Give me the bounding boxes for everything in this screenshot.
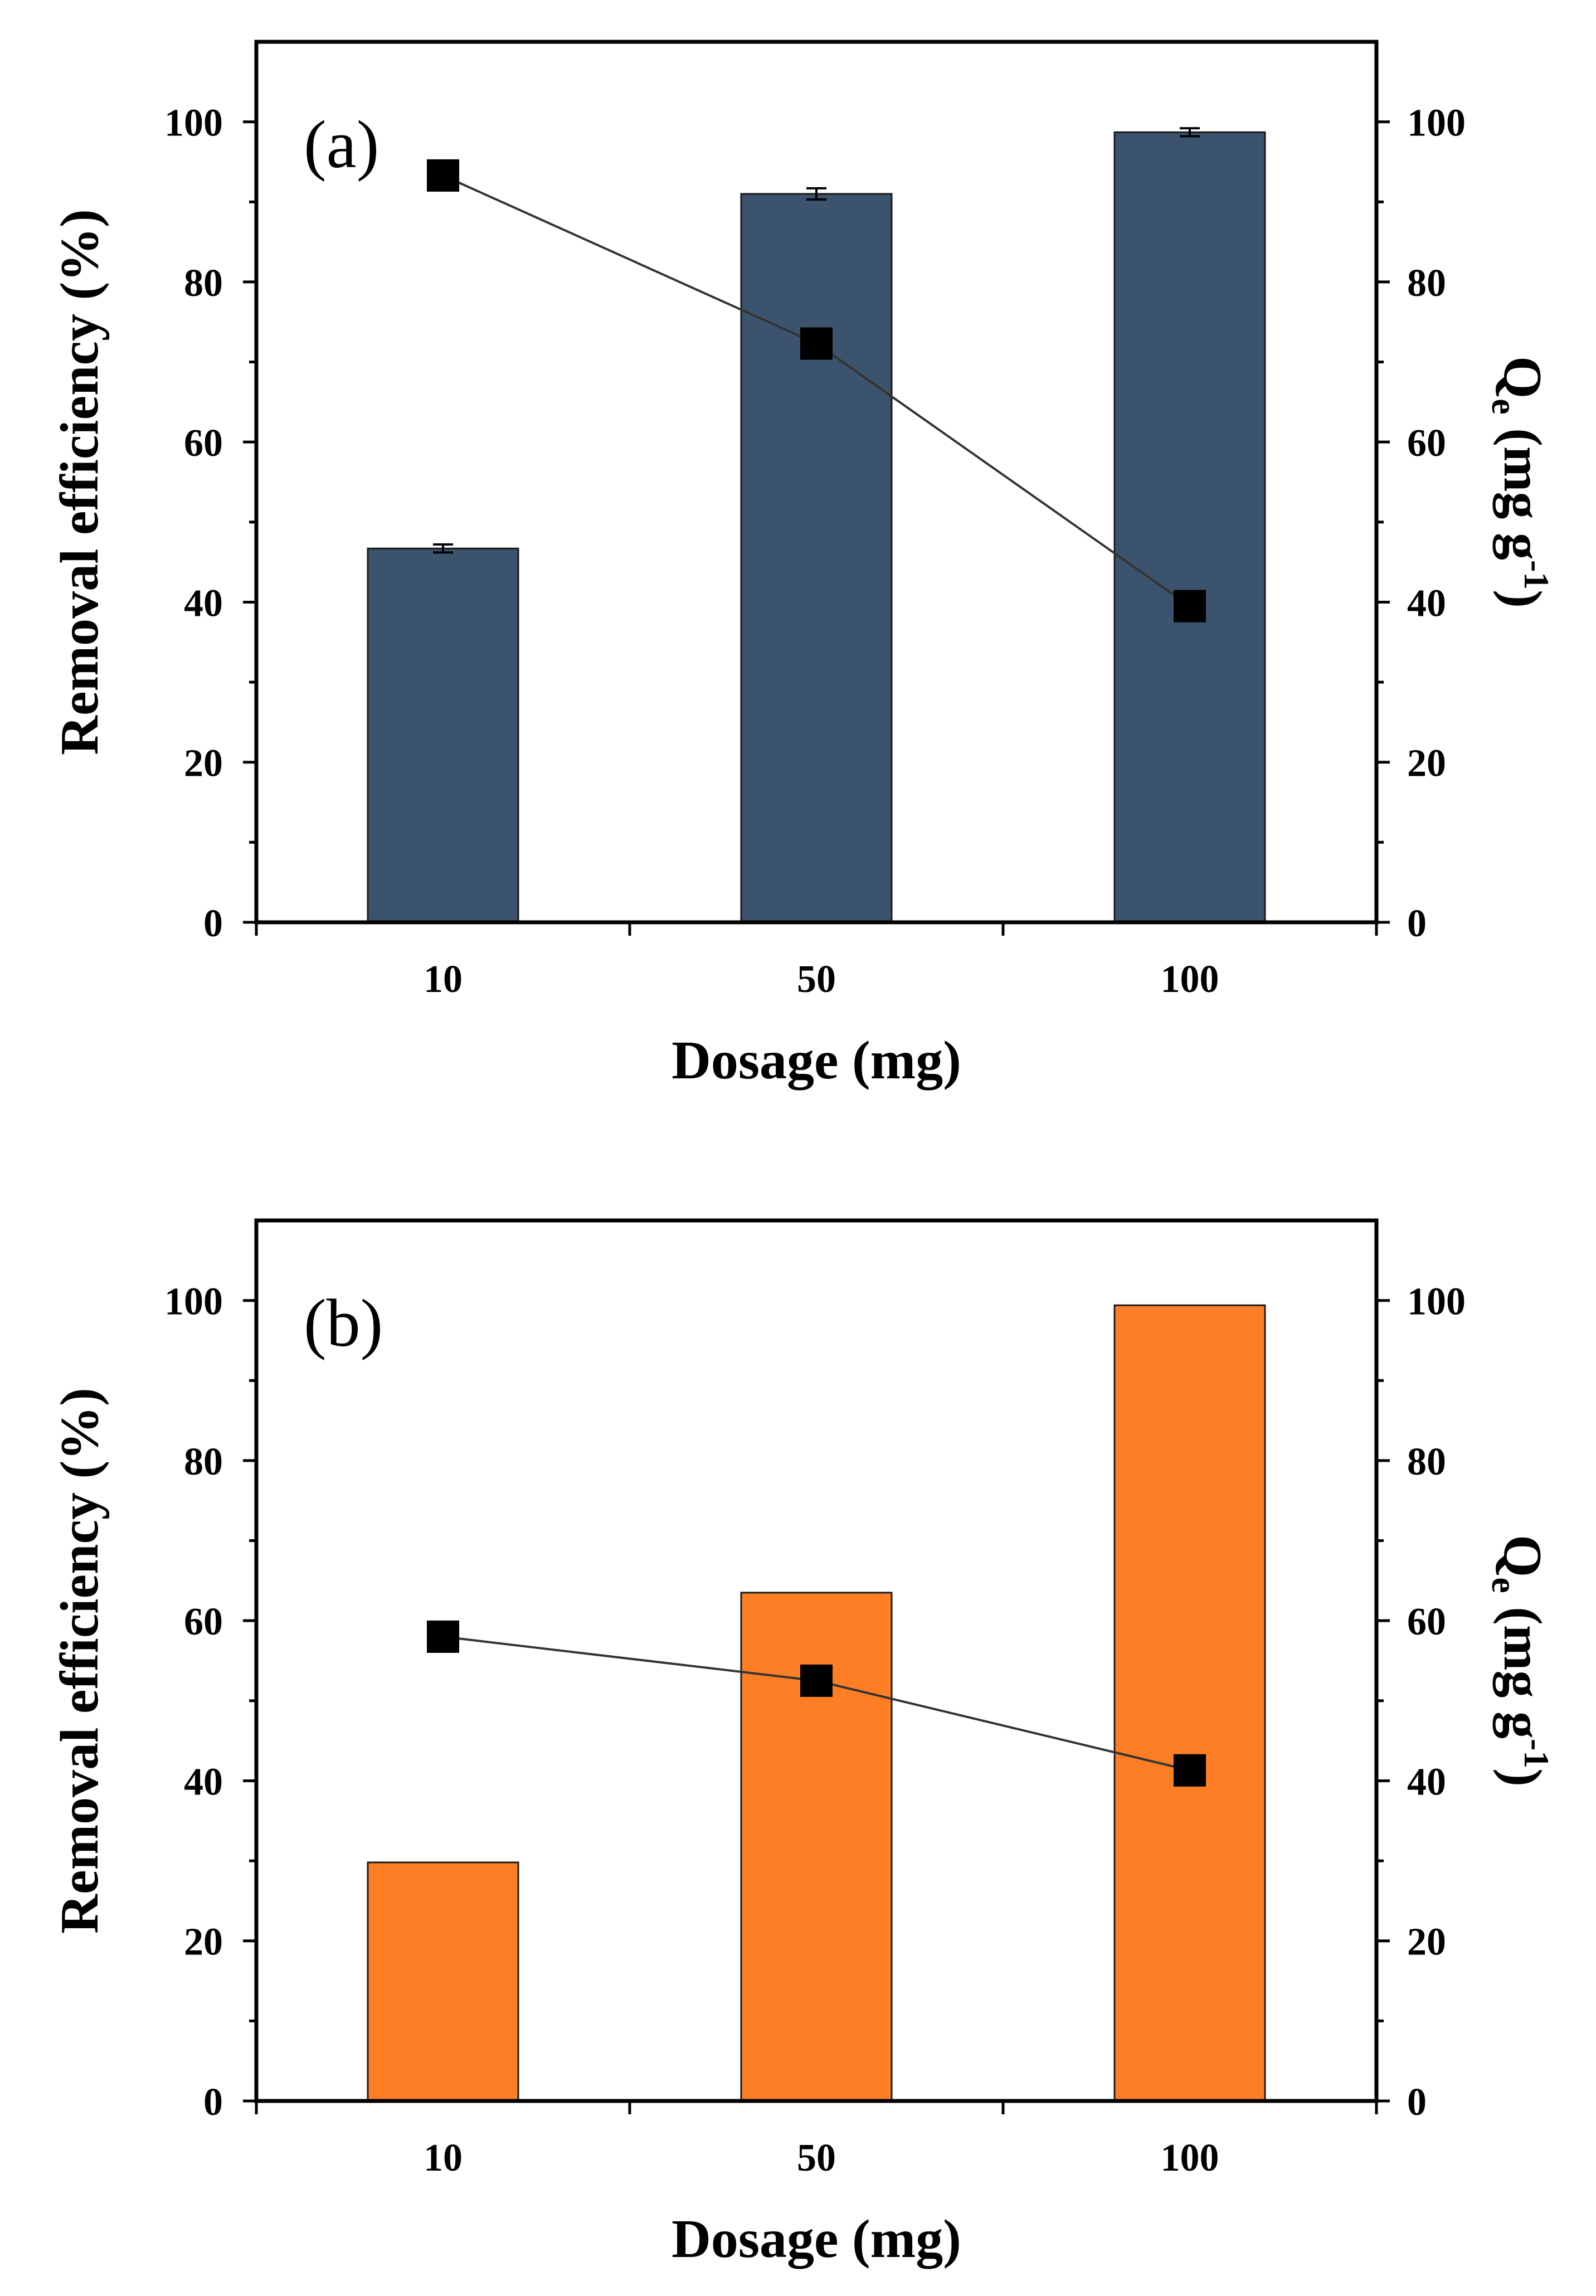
y-tick-label-20: 20 bbox=[184, 742, 223, 785]
qe-marker-100 bbox=[1174, 590, 1206, 622]
bar-100 bbox=[1113, 131, 1266, 923]
plot-frame bbox=[254, 40, 1379, 925]
y-tick-label-100: 100 bbox=[164, 102, 223, 145]
plot-frame bbox=[254, 1218, 1379, 2103]
y-tick-label-40: 40 bbox=[184, 1760, 223, 1803]
chart-panel-a: 0 20 40 60 80 100 0 20 40 60 80 100 10 50 100 Dosage (m… bbox=[50, 40, 1556, 1091]
x-tick-label-100: 100 bbox=[1161, 2137, 1219, 2180]
y2-axis-title-main: Q bbox=[1492, 356, 1553, 398]
y-tick-label-80: 80 bbox=[184, 262, 223, 305]
x-tick-label-10: 10 bbox=[424, 958, 463, 1001]
y-axis-title: Removal efficiency (%) bbox=[50, 209, 110, 755]
x-tick-label-100: 100 bbox=[1161, 958, 1219, 1001]
y-tick-label-60: 60 bbox=[184, 422, 223, 465]
y-tick-label-20: 20 bbox=[184, 1921, 223, 1964]
y2-tick-label-20: 20 bbox=[1407, 742, 1446, 785]
y2-axis-title: Qe (mg g-1) bbox=[1485, 1535, 1556, 1787]
x-tick-label-50: 50 bbox=[797, 958, 836, 1001]
qe-marker-10 bbox=[427, 159, 459, 192]
bar-50 bbox=[740, 193, 893, 923]
x-axis-title: Dosage (mg) bbox=[672, 2209, 961, 2269]
x-tick-label-50: 50 bbox=[797, 2137, 836, 2180]
y-tick-label-100: 100 bbox=[164, 1281, 223, 1324]
y-tick-label-60: 60 bbox=[184, 1601, 223, 1643]
y2-tick-label-40: 40 bbox=[1407, 582, 1446, 625]
y-tick-label-0: 0 bbox=[203, 2081, 223, 2124]
y2-axis-title-main: Q bbox=[1492, 1535, 1553, 1577]
y2-tick-label-0: 0 bbox=[1407, 902, 1427, 945]
bar-10 bbox=[367, 1861, 519, 2102]
qe-marker-50 bbox=[800, 1664, 833, 1697]
y2-axis-title-close: ) bbox=[1492, 590, 1553, 608]
y2-tick-label-80: 80 bbox=[1407, 262, 1446, 305]
bar-100 bbox=[1113, 1304, 1266, 2102]
y2-axis-title-superscript: -1 bbox=[1517, 1739, 1556, 1768]
y2-axis-title-units: (mg g bbox=[1492, 415, 1553, 560]
y2-axis-title-subscript: e bbox=[1485, 1577, 1524, 1593]
qe-marker-50 bbox=[800, 327, 833, 360]
y2-axis-title: Qe (mg g-1) bbox=[1485, 356, 1556, 608]
y2-axis-title-units: (mg g bbox=[1492, 1593, 1553, 1739]
chart-panel-b: 0 20 40 60 80 100 0 20 40 60 80 100 10 50 100 Dosage (m… bbox=[50, 1218, 1556, 2269]
y2-tick-label-0: 0 bbox=[1407, 2081, 1427, 2124]
panel-label: (a) bbox=[304, 107, 379, 182]
bar-10 bbox=[367, 547, 519, 923]
qe-marker-10 bbox=[427, 1620, 459, 1653]
panel-label: (b) bbox=[304, 1286, 383, 1361]
qe-marker-100 bbox=[1174, 1754, 1206, 1787]
y2-tick-label-60: 60 bbox=[1407, 422, 1446, 465]
y-axis-title: Removal efficiency (%) bbox=[50, 1388, 110, 1934]
y2-axis-title-superscript: -1 bbox=[1517, 560, 1556, 590]
y2-tick-label-100: 100 bbox=[1407, 1281, 1466, 1324]
y2-tick-label-60: 60 bbox=[1407, 1601, 1446, 1643]
x-axis-title: Dosage (mg) bbox=[672, 1030, 961, 1091]
y2-tick-label-80: 80 bbox=[1407, 1441, 1446, 1483]
y2-tick-label-100: 100 bbox=[1407, 102, 1466, 145]
y-tick-label-0: 0 bbox=[203, 902, 223, 945]
y-tick-label-40: 40 bbox=[184, 582, 223, 625]
x-tick-label-10: 10 bbox=[424, 2137, 463, 2180]
y-tick-label-80: 80 bbox=[184, 1441, 223, 1483]
y2-axis-title-close: ) bbox=[1492, 1768, 1553, 1787]
y2-tick-label-20: 20 bbox=[1407, 1921, 1446, 1964]
y2-tick-label-40: 40 bbox=[1407, 1760, 1446, 1803]
y2-axis-title-subscript: e bbox=[1485, 398, 1524, 414]
